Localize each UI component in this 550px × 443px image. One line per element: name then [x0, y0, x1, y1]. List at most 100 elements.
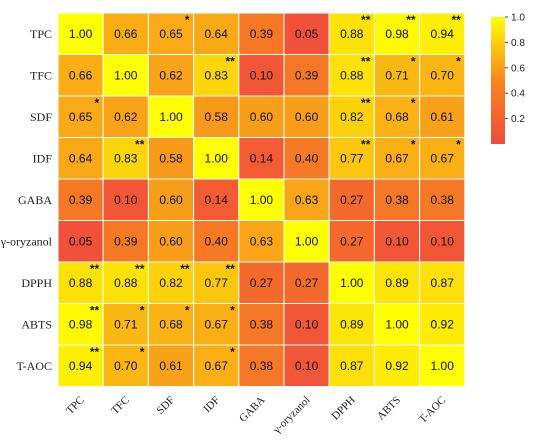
cell-value: 0.67 [205, 317, 229, 331]
cell-value: 0.62 [159, 68, 183, 82]
cell-value: 0.83 [114, 151, 138, 165]
cell-value: 0.27 [250, 276, 274, 290]
heatmap-cell [57, 303, 104, 346]
cell-value: 0.77 [340, 151, 364, 165]
cell-value: 0.65 [159, 27, 183, 41]
cell-value: 0.88 [114, 276, 138, 290]
cell-value: 0.40 [295, 151, 319, 165]
heatmap-cell [419, 54, 466, 97]
significance-mark: * [411, 138, 416, 152]
cell-value: 1.00 [385, 317, 409, 331]
cell-value: 0.39 [250, 27, 274, 41]
heatmap-cell [193, 220, 240, 263]
significance-mark: ** [225, 262, 235, 276]
cell-value: 0.62 [114, 110, 138, 124]
cell-value: 0.98 [385, 27, 409, 41]
row-label: TPC [30, 27, 52, 41]
heatmap-cell [238, 344, 285, 387]
cell-value: 0.64 [69, 151, 93, 165]
heatmap-cell [328, 303, 375, 346]
heatmap-cell [283, 178, 330, 221]
significance-mark: * [411, 96, 416, 110]
row-label: TFC [30, 68, 52, 82]
cell-value: 0.87 [431, 276, 455, 290]
significance-mark: ** [90, 304, 100, 318]
cell-value: 0.14 [250, 151, 274, 165]
legend-tick-label: 0.8 [511, 38, 525, 49]
cell-value: 0.10 [114, 193, 138, 207]
cell-value: 0.77 [205, 276, 229, 290]
cell-value: 0.61 [159, 359, 183, 373]
column-label: IDF [201, 394, 222, 415]
heatmap-cell [238, 95, 285, 138]
cell-value: 0.68 [385, 110, 409, 124]
cell-value: 0.10 [295, 359, 319, 373]
heatmap-cell [419, 178, 466, 221]
cell-value: 0.40 [205, 234, 229, 248]
heatmap-cell [328, 261, 375, 304]
row-label: ABTS [21, 317, 52, 331]
heatmap-cell [57, 344, 104, 387]
significance-mark: * [456, 138, 461, 152]
significance-mark: ** [90, 262, 100, 276]
cell-value: 1.00 [159, 110, 183, 124]
column-label: DPPH [330, 394, 358, 422]
significance-mark: ** [135, 262, 145, 276]
significance-mark: ** [361, 96, 371, 110]
heatmap-cell [328, 178, 375, 221]
legend-color-bar [491, 17, 505, 144]
column-label: TPC [64, 394, 87, 417]
cell-value: 0.10 [385, 234, 409, 248]
heatmap-cells: 1.00 0.66 0.65*0.64 0.39 0.05 0.88**0.98**0.9… [57, 12, 466, 387]
cell-value: 0.70 [114, 359, 138, 373]
column-label: T-AOC [417, 394, 449, 426]
heatmap-cell [373, 12, 421, 55]
heatmap-cell [57, 261, 104, 304]
heatmap-cell [147, 54, 195, 97]
heatmap-cell [57, 12, 104, 55]
row-label: IDF [33, 151, 53, 165]
cell-value: 1.00 [340, 276, 364, 290]
heatmap-cell [419, 220, 466, 263]
heatmap-cell [283, 220, 330, 263]
cell-value: 0.92 [431, 317, 455, 331]
column-label: GABA [237, 394, 268, 425]
heatmap-cell [102, 95, 149, 138]
significance-mark: ** [406, 13, 416, 27]
cell-value: 0.38 [385, 193, 409, 207]
heatmap-cell [283, 303, 330, 346]
cell-value: 0.65 [69, 110, 93, 124]
row-label: GABA [18, 193, 52, 207]
heatmap-cell [373, 220, 421, 263]
cell-value: 0.66 [69, 68, 93, 82]
legend-tick-label: 0.2 [511, 114, 525, 125]
cell-value: 0.71 [114, 317, 138, 331]
heatmap-cell [57, 54, 104, 97]
cell-value: 0.14 [205, 193, 229, 207]
color-legend: 1.0 0.8 0.6 0.4 0.2 [491, 13, 525, 144]
cell-value: 0.68 [159, 317, 183, 331]
cell-value: 0.98 [69, 317, 93, 331]
heatmap-cell [102, 220, 149, 263]
heatmap-cell [147, 95, 195, 138]
cell-value: 0.27 [295, 276, 319, 290]
column-label: TFC [109, 394, 132, 417]
row-label: DPPH [21, 276, 52, 290]
cell-value: 1.00 [295, 234, 319, 248]
cell-value: 0.10 [250, 68, 274, 82]
heatmap-cell [419, 344, 466, 387]
cell-value: 0.60 [295, 110, 319, 124]
cell-value: 0.92 [385, 359, 409, 373]
cell-value: 0.27 [340, 234, 364, 248]
cell-value: 0.63 [250, 234, 274, 248]
cell-value: 0.27 [340, 193, 364, 207]
heatmap-cell [102, 344, 149, 387]
cell-value: 1.00 [431, 359, 455, 373]
cell-value: 0.88 [340, 68, 364, 82]
significance-mark: * [230, 345, 235, 359]
heatmap-cell [147, 344, 195, 387]
column-labels: TPC TFC SDF IDF GABA γ-oryzanol DPPH ABTS T-AOC [64, 394, 448, 436]
cell-value: 0.83 [205, 68, 229, 82]
cell-value: 0.94 [431, 27, 455, 41]
